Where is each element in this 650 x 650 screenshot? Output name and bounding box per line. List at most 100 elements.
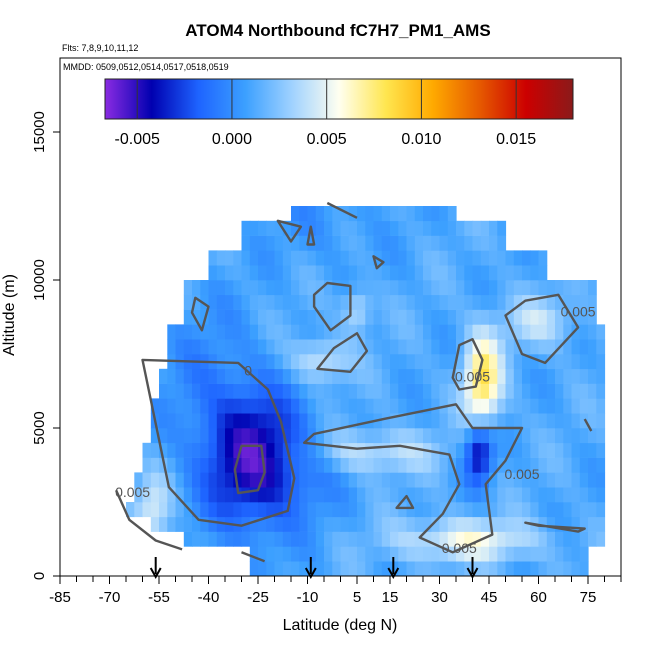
heatmap-cell	[365, 309, 375, 325]
heatmap-cell	[282, 457, 292, 473]
heatmap-cell	[299, 442, 309, 458]
heatmap-cell	[555, 354, 564, 370]
heatmap-cell	[332, 546, 342, 562]
heatmap-cell	[291, 294, 300, 310]
heatmap-cell	[266, 413, 276, 429]
heatmap-cell	[381, 294, 391, 310]
heatmap-cell	[274, 502, 284, 518]
contour-line	[316, 332, 369, 373]
heatmap-cell	[588, 294, 597, 310]
heatmap-cell	[530, 502, 540, 518]
heatmap-cell	[505, 472, 515, 488]
heatmap-cell	[398, 502, 408, 518]
heatmap-cell	[522, 354, 531, 370]
heatmap-cell	[513, 502, 523, 518]
heatmap-cell	[563, 487, 573, 503]
heatmap-cell	[266, 531, 276, 547]
heatmap-cell	[390, 250, 399, 266]
heatmap-cell	[480, 472, 490, 488]
heatmap-cell	[406, 472, 416, 488]
heatmap-cell	[183, 309, 193, 325]
heatmap-cell	[200, 398, 210, 414]
heatmap-cell	[200, 502, 210, 518]
heatmap-cell	[208, 309, 218, 325]
heatmap-cell	[497, 309, 507, 325]
heatmap-cell	[423, 368, 432, 384]
heatmap-cells	[126, 206, 606, 576]
heatmap-cell	[324, 502, 333, 518]
contour-line	[326, 201, 358, 219]
heatmap-cell	[233, 250, 243, 266]
heatmap-cell	[357, 428, 366, 444]
heatmap-cell	[233, 413, 243, 429]
heatmap-cell	[579, 354, 589, 370]
heatmap-cell	[340, 368, 350, 384]
heatmap-cell	[357, 294, 366, 310]
heatmap-cell	[150, 502, 160, 518]
heatmap-cell	[167, 457, 177, 473]
heatmap-cell	[167, 368, 177, 384]
heatmap-cell	[447, 220, 457, 236]
heatmap-cell	[150, 472, 160, 488]
heatmap-cell	[233, 457, 243, 473]
heatmap-cell	[480, 428, 490, 444]
heatmap-cell	[546, 502, 556, 518]
heatmap-cell	[233, 368, 243, 384]
heatmap-cell	[447, 280, 457, 296]
heatmap-cell	[538, 368, 548, 384]
heatmap-cell	[175, 428, 185, 444]
x-tick-label: 5	[353, 589, 361, 606]
heatmap-cell	[299, 413, 309, 429]
heatmap-cell	[266, 339, 276, 355]
heatmap-cell	[505, 280, 515, 296]
heatmap-cell	[414, 561, 424, 576]
heatmap-cell	[513, 324, 523, 340]
heatmap-cell	[249, 250, 259, 266]
heatmap-cell	[414, 383, 424, 399]
heatmap-cell	[439, 280, 449, 296]
heatmap-cell	[522, 250, 531, 266]
heatmap-cell	[348, 265, 358, 281]
heatmap-cell	[258, 413, 267, 429]
heatmap-cell	[563, 294, 573, 310]
heatmap-cell	[324, 206, 333, 222]
heatmap-cell	[373, 516, 383, 532]
heatmap-cell	[365, 472, 375, 488]
heatmap-cell	[588, 280, 597, 296]
heatmap-cell	[274, 294, 284, 310]
heatmap-cell	[489, 428, 498, 444]
heatmap-cell	[406, 235, 416, 251]
heatmap-cell	[233, 398, 243, 414]
heatmap-cell	[332, 235, 342, 251]
heatmap-cell	[513, 294, 523, 310]
heatmap-cell	[596, 487, 606, 503]
heatmap-cell	[274, 457, 284, 473]
heatmap-cell	[423, 280, 432, 296]
heatmap-cell	[381, 265, 391, 281]
heatmap-cell	[357, 561, 366, 576]
heatmap-cell	[258, 516, 267, 532]
heatmap-cell	[365, 457, 375, 473]
heatmap-cell	[530, 472, 540, 488]
heatmap-cell	[489, 487, 498, 503]
heatmap-cell	[406, 354, 416, 370]
heatmap-cell	[497, 368, 507, 384]
heatmap-cell	[505, 457, 515, 473]
heatmap-cell	[340, 265, 350, 281]
contour-line	[583, 418, 593, 432]
heatmap-cell	[282, 487, 292, 503]
heatmap-cell	[167, 502, 177, 518]
heatmap-cell	[522, 442, 531, 458]
heatmap-cell	[480, 339, 490, 355]
heatmap-cell	[365, 220, 375, 236]
heatmap-cell	[522, 324, 531, 340]
heatmap-cell	[472, 324, 482, 340]
heatmap-cell	[192, 280, 201, 296]
heatmap-cell	[175, 324, 185, 340]
heatmap-cell	[258, 502, 267, 518]
heatmap-cell	[579, 398, 589, 414]
heatmap-cell	[225, 250, 234, 266]
heatmap-cell	[406, 502, 416, 518]
heatmap-cell	[299, 472, 309, 488]
